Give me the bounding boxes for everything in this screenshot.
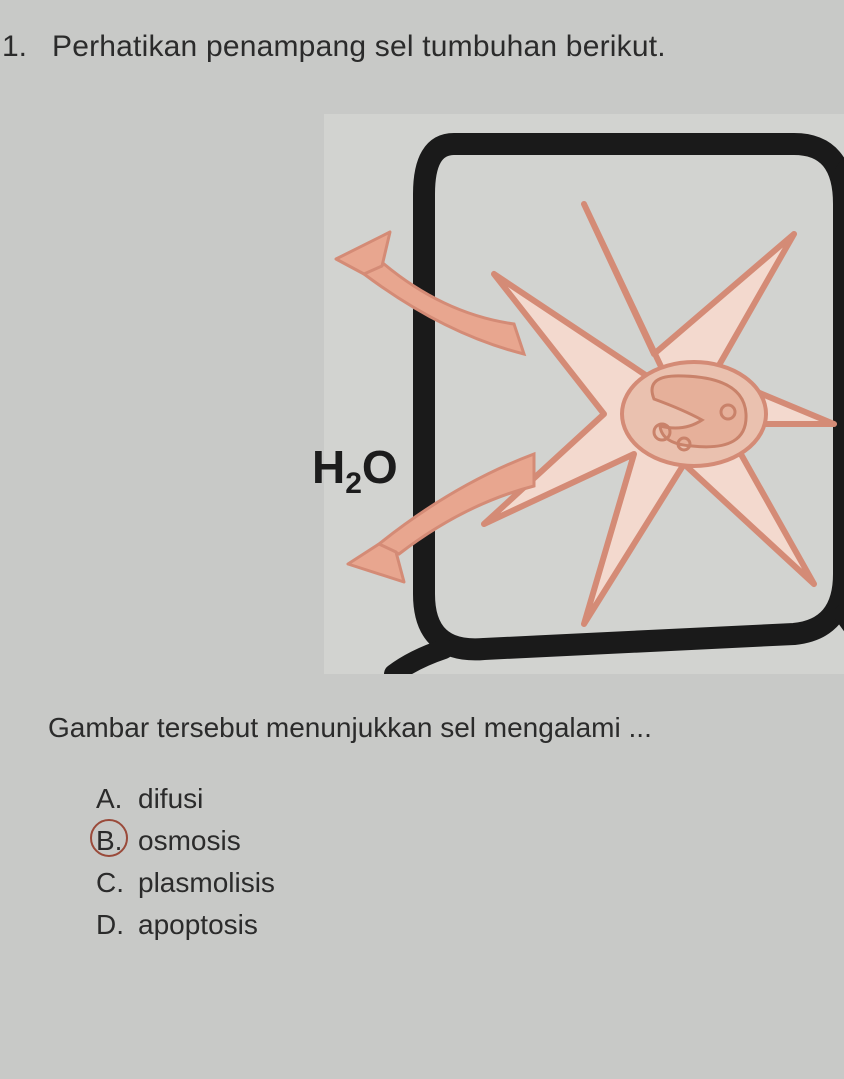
options-list: A. difusi B. osmosis C. plasmolisis D. a… <box>96 778 844 946</box>
option-text: difusi <box>138 778 203 820</box>
option-a[interactable]: A. difusi <box>96 778 844 820</box>
page: 1. Perhatikan penampang sel tumbuhan ber… <box>0 0 844 946</box>
option-letter: D. <box>96 904 126 946</box>
option-letter: B. <box>96 820 126 862</box>
option-letter: C. <box>96 862 126 904</box>
question-row: 1. Perhatikan penampang sel tumbuhan ber… <box>0 30 844 64</box>
diagram-container <box>0 114 844 674</box>
option-b[interactable]: B. osmosis <box>96 820 844 862</box>
question-number: 1. <box>0 30 34 64</box>
option-d[interactable]: D. apoptosis <box>96 904 844 946</box>
option-text: osmosis <box>138 820 241 862</box>
h2o-o: O <box>362 441 398 493</box>
cell-diagram <box>324 114 844 674</box>
h2o-h: H <box>312 441 345 493</box>
caption-text: Gambar tersebut menunjukkan sel mengalam… <box>48 712 844 744</box>
option-letter: A. <box>96 778 126 820</box>
option-text: apoptosis <box>138 904 258 946</box>
h2o-sub: 2 <box>345 467 362 500</box>
question-text: Perhatikan penampang sel tumbuhan beriku… <box>52 30 666 64</box>
h2o-label: H2O <box>312 440 398 501</box>
option-c[interactable]: C. plasmolisis <box>96 862 844 904</box>
option-text: plasmolisis <box>138 862 275 904</box>
